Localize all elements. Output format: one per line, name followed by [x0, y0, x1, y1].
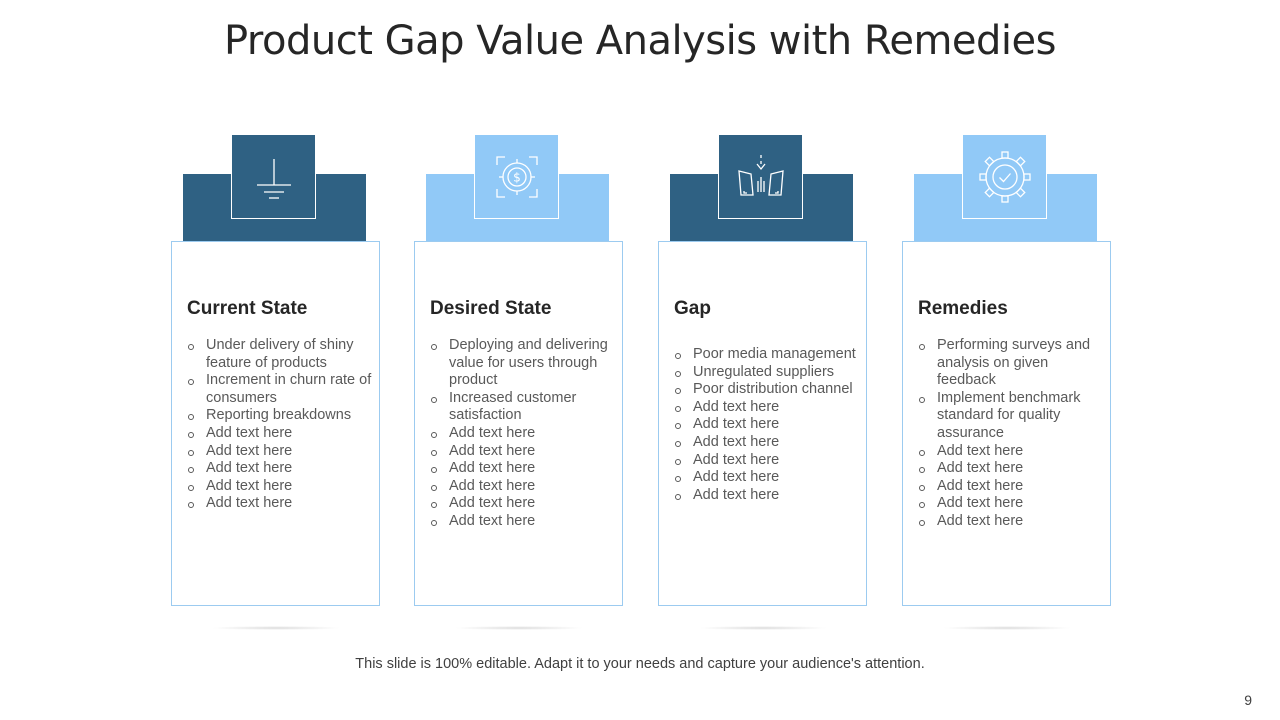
footer-note: This slide is 100% editable. Adapt it to…: [355, 656, 925, 672]
bullet-item: Add text here: [430, 443, 615, 461]
bullet-item: Add text here: [674, 434, 859, 452]
slide-title: Product Gap Value Analysis with Remedies: [224, 18, 1057, 64]
column-desired-state: $ Desired State Deploying and delivering…: [414, 134, 623, 630]
bullet-item: Add text here: [430, 425, 615, 443]
column-card: Desired State Deploying and delivering v…: [414, 241, 623, 606]
bullet-item: Add text here: [674, 416, 859, 434]
bullet-item: Deploying and delivering value for users…: [430, 337, 615, 390]
bullet-item: Under delivery of shiny feature of produ…: [187, 337, 372, 372]
ground-symbol-icon: [231, 134, 316, 219]
bullet-item: Add text here: [674, 452, 859, 470]
bullet-item: Add text here: [187, 443, 372, 461]
page-number: 9: [1244, 692, 1252, 708]
column-gap: Gap Poor media management Unregulated sup…: [658, 134, 867, 630]
bullet-item: Add text here: [187, 425, 372, 443]
gap-arrow-icon: [718, 134, 803, 219]
card-shadow: [942, 626, 1072, 630]
bullet-item: Add text here: [918, 460, 1103, 478]
bullet-item: Poor distribution channel: [674, 381, 859, 399]
column-title: Remedies: [918, 298, 1008, 319]
column-card: Gap Poor media management Unregulated sup…: [658, 241, 867, 606]
card-shadow: [211, 626, 341, 630]
column-current-state: Current State Under delivery of shiny fe…: [171, 134, 380, 630]
bullet-list: Poor media management Unregulated supplie…: [674, 346, 859, 504]
bullet-item: Add text here: [674, 469, 859, 487]
column-card: Current State Under delivery of shiny fe…: [171, 241, 380, 606]
svg-text:$: $: [513, 170, 521, 184]
bullet-list: Deploying and delivering value for users…: [430, 337, 615, 531]
bullet-item: Add text here: [674, 399, 859, 417]
card-shadow: [454, 626, 584, 630]
bullet-item: Add text here: [918, 478, 1103, 496]
bullet-list: Performing surveys and analysis on given…: [918, 337, 1103, 531]
column-remedies: Remedies Performing surveys and analysis…: [902, 134, 1111, 630]
bullet-item: Increased customer satisfaction: [430, 390, 615, 425]
bullet-item: Reporting breakdowns: [187, 407, 372, 425]
gear-check-icon: [962, 134, 1047, 219]
bullet-item: Increment in churn rate of consumers: [187, 372, 372, 407]
bullet-item: Add text here: [430, 478, 615, 496]
bullet-item: Add text here: [918, 443, 1103, 461]
bullet-item: Add text here: [430, 460, 615, 478]
column-card: Remedies Performing surveys and analysis…: [902, 241, 1111, 606]
column-title: Gap: [674, 298, 711, 319]
bullet-item: Add text here: [187, 495, 372, 513]
bullet-item: Add text here: [187, 478, 372, 496]
card-shadow: [698, 626, 828, 630]
bullet-item: Add text here: [918, 495, 1103, 513]
bullet-item: Add text here: [918, 513, 1103, 531]
bullet-item: Performing surveys and analysis on given…: [918, 337, 1103, 390]
bullet-item: Add text here: [674, 487, 859, 505]
column-title: Desired State: [430, 298, 552, 319]
dollar-target-icon: $: [474, 134, 559, 219]
bullet-item: Add text here: [430, 513, 615, 531]
bullet-item: Unregulated suppliers: [674, 364, 859, 382]
bullet-item: Add text here: [187, 460, 372, 478]
bullet-item: Poor media management: [674, 346, 859, 364]
column-title: Current State: [187, 298, 308, 319]
bullet-item: Implement benchmark standard for quality…: [918, 390, 1103, 443]
bullet-item: Add text here: [430, 495, 615, 513]
bullet-list: Under delivery of shiny feature of produ…: [187, 337, 372, 513]
